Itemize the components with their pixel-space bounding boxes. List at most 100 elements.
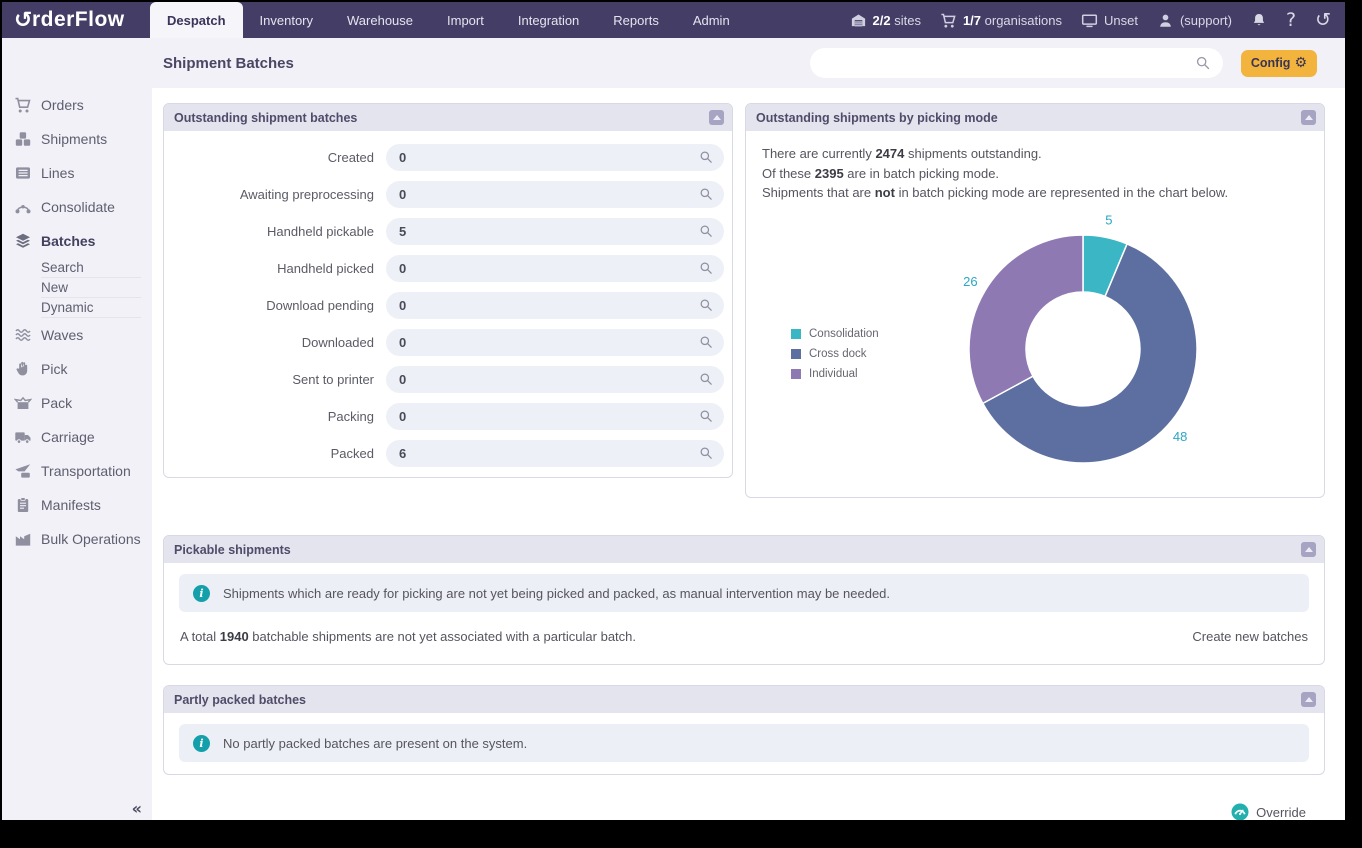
- magnifier-icon[interactable]: [699, 372, 714, 387]
- sidebar-item-batches[interactable]: Batches: [2, 224, 152, 258]
- sidebar-item-label: Waves: [41, 327, 84, 343]
- alert-text: Shipments which are ready for picking ar…: [223, 585, 891, 601]
- legend-swatch: [791, 329, 801, 339]
- panel-title: Outstanding shipment batches: [174, 110, 358, 125]
- magnifier-icon[interactable]: [699, 335, 714, 350]
- sidebar-item-pack[interactable]: Pack: [2, 386, 152, 420]
- donut-slice-individual[interactable]: [968, 234, 1084, 405]
- monitor-icon: [1081, 13, 1098, 27]
- picking-mode-line: There are currently 2474 shipments outst…: [762, 146, 1042, 161]
- sidebar: Orders Shipments Lines Consolidate Batches Se…: [2, 38, 152, 820]
- count-field[interactable]: 5: [386, 218, 724, 245]
- config-button[interactable]: Config ⚙: [1240, 49, 1317, 77]
- form-row-handheld-pickable: Handheld pickable 5: [164, 218, 724, 245]
- sidebar-item-label: Shipments: [41, 131, 108, 147]
- count-field[interactable]: 0: [386, 292, 724, 319]
- count-field[interactable]: 0: [386, 403, 724, 430]
- status-sites[interactable]: 2/2 sites: [850, 12, 921, 29]
- sidebar-item-consolidate[interactable]: Consolidate: [2, 190, 152, 224]
- count-field[interactable]: 0: [386, 255, 724, 282]
- page-content: Outstanding shipment batches Created 0 Awa…: [152, 88, 1345, 820]
- tab-admin[interactable]: Admin: [692, 12, 730, 28]
- tab-inventory[interactable]: Inventory: [259, 12, 314, 28]
- panel-outstanding-shipment-batches: Outstanding shipment batches Created 0 Awa…: [163, 103, 733, 478]
- status-Unset[interactable]: Unset: [1081, 12, 1138, 29]
- gauge-icon[interactable]: [1231, 803, 1249, 820]
- main-area: Shipment Batches Config ⚙ Outstanding s: [152, 38, 1345, 820]
- status-support[interactable]: (support): [1157, 12, 1232, 29]
- count-field[interactable]: 0: [386, 181, 724, 208]
- sidebar-item-transportation[interactable]: Transportation: [2, 454, 152, 488]
- count-field[interactable]: 0: [386, 329, 724, 356]
- help-icon[interactable]: ?: [1285, 8, 1297, 31]
- tab-reports[interactable]: Reports: [613, 12, 659, 28]
- collapse-panel-button[interactable]: [1301, 110, 1316, 125]
- status-organisations[interactable]: 1/7 organisations: [940, 12, 1062, 29]
- create-new-batches-link[interactable]: Create new batches: [1192, 629, 1308, 644]
- magnifier-icon[interactable]: [699, 224, 714, 239]
- picking-mode-text: There are currently 2474 shipments outst…: [746, 131, 1324, 203]
- count-value: 0: [399, 372, 407, 387]
- search-icon[interactable]: [1195, 55, 1211, 71]
- legend-item-individual[interactable]: Individual: [791, 364, 879, 384]
- tab-warehouse[interactable]: Warehouse: [347, 12, 414, 28]
- waves-icon: [15, 328, 31, 342]
- count-value: 6: [399, 446, 407, 461]
- sidebar-item-lines[interactable]: Lines: [2, 156, 152, 190]
- sidebar-item-waves[interactable]: Waves: [2, 318, 152, 352]
- topbar-status-area: 2/2 sites 1/7 organisations Unset (support)…: [850, 2, 1345, 38]
- panel-header: Pickable shipments: [164, 536, 1324, 563]
- pick-icon: [16, 361, 28, 376]
- bulk-icon: [15, 533, 31, 546]
- magnifier-icon[interactable]: [699, 298, 714, 313]
- legend-item-cross-dock[interactable]: Cross dock: [791, 344, 879, 364]
- magnifier-icon[interactable]: [699, 446, 714, 461]
- info-alert: i No partly packed batches are present o…: [179, 724, 1309, 762]
- count-value: 0: [399, 335, 407, 350]
- legend-item-consolidation[interactable]: Consolidation: [791, 324, 879, 344]
- sidebar-collapse-button[interactable]: «: [131, 799, 142, 818]
- history-icon[interactable]: ↺: [1315, 8, 1331, 31]
- sidebar-subitem-new[interactable]: New: [41, 278, 141, 298]
- sidebar-subitem-dynamic[interactable]: Dynamic: [41, 298, 141, 318]
- sidebar-subitem-search[interactable]: Search: [41, 258, 141, 278]
- page-title: Shipment Batches: [163, 54, 294, 72]
- count-field[interactable]: 0: [386, 144, 724, 171]
- sidebar-item-bulk-operations[interactable]: Bulk Operations: [2, 522, 152, 556]
- gear-icon: ⚙: [1294, 55, 1307, 71]
- form-row-awaiting-preprocessing: Awaiting preprocessing 0: [164, 181, 724, 208]
- legend-label: Consolidation: [809, 328, 879, 340]
- tab-despatch[interactable]: Despatch: [150, 2, 243, 38]
- chart-legend: Consolidation Cross dock Individual: [791, 324, 879, 384]
- sidebar-item-orders[interactable]: Orders: [2, 88, 152, 122]
- count-field[interactable]: 6: [386, 440, 724, 467]
- override-row: Override: [163, 803, 1325, 820]
- magnifier-icon[interactable]: [699, 150, 714, 165]
- panel-pickable-shipments: Pickable shipments i Shipments which are…: [163, 535, 1325, 665]
- cart-icon: [15, 97, 31, 113]
- app-logo[interactable]: ↺ rderFlow: [2, 2, 150, 38]
- magnifier-icon[interactable]: [699, 409, 714, 424]
- bell-icon[interactable]: [1251, 12, 1267, 28]
- collapse-panel-button[interactable]: [1301, 692, 1316, 707]
- legend-swatch: [791, 369, 801, 379]
- magnifier-icon[interactable]: [699, 187, 714, 202]
- sidebar-item-label: Pick: [41, 361, 68, 377]
- sidebar-item-pick[interactable]: Pick: [2, 352, 152, 386]
- magnifier-icon[interactable]: [699, 261, 714, 276]
- sidebar-item-manifests[interactable]: Manifests: [2, 488, 152, 522]
- sidebar-item-shipments[interactable]: Shipments: [2, 122, 152, 156]
- batchable-total-text: A total 1940 batchable shipments are not…: [180, 629, 636, 644]
- donut-slice-cross-dock[interactable]: [981, 242, 1198, 464]
- override-link[interactable]: Override: [1256, 804, 1306, 820]
- sidebar-item-carriage[interactable]: Carriage: [2, 420, 152, 454]
- header-search-input[interactable]: [821, 55, 1195, 71]
- alert-text: No partly packed batches are present on …: [223, 735, 528, 751]
- tab-integration[interactable]: Integration: [517, 12, 580, 28]
- consolidate-icon: [15, 205, 31, 214]
- tab-import[interactable]: Import: [447, 12, 484, 28]
- collapse-panel-button[interactable]: [1301, 542, 1316, 557]
- count-field[interactable]: 0: [386, 366, 724, 393]
- collapse-panel-button[interactable]: [709, 110, 724, 125]
- info-icon: i: [193, 734, 210, 752]
